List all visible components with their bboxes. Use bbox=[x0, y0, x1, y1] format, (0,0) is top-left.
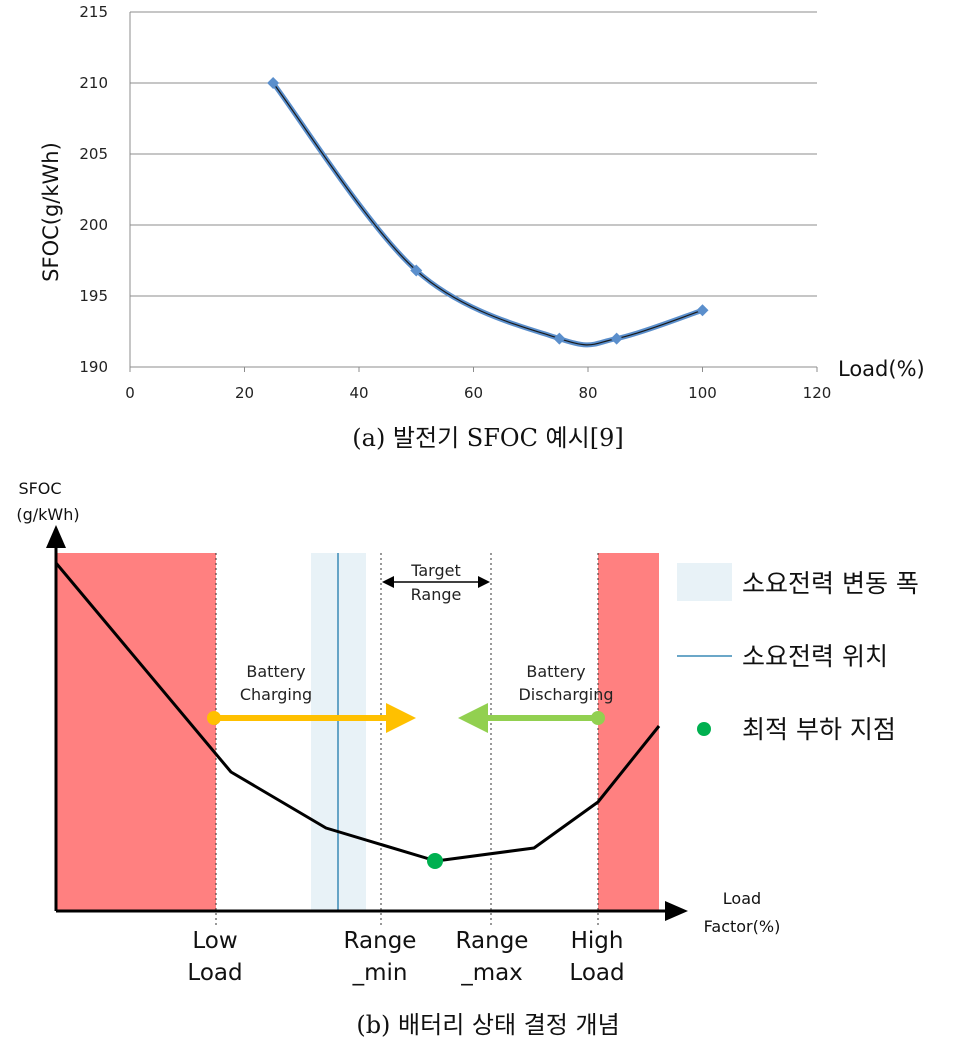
chart-a-series bbox=[267, 77, 709, 348]
chart-a-y-ticks: 190 195 200 205 210 215 bbox=[79, 3, 108, 376]
y-tick-label: 205 bbox=[79, 145, 108, 163]
range-min-label-line2: _min bbox=[352, 960, 408, 986]
x-tick-label: 80 bbox=[578, 384, 597, 402]
chart-b-y-label-line1: SFOC bbox=[18, 479, 61, 498]
chart-a-x-axis-label: Load(%) bbox=[838, 357, 925, 381]
low-load-label-line1: Low bbox=[192, 928, 237, 954]
target-range-label-line2: Range bbox=[411, 585, 462, 604]
chart-a-y-axis-label: SFOC(g/kWh) bbox=[39, 142, 63, 282]
charging-label-line1: Battery bbox=[246, 662, 305, 681]
chart-a-x-ticks: 0 20 40 60 80 100 120 bbox=[125, 367, 831, 402]
low-load-label-line2: Load bbox=[187, 960, 242, 986]
chart-a: 190 195 200 205 210 215 0 20 40 60 80 100 120 SFOC(… bbox=[39, 3, 925, 452]
data-point bbox=[410, 264, 423, 277]
chart-b-x-label-line2: Factor(%) bbox=[704, 917, 781, 936]
discharging-start-dot bbox=[591, 711, 605, 725]
legend-dot-swatch bbox=[697, 722, 711, 736]
chart-b: Target Range Battery Charging Battery Di… bbox=[16, 479, 919, 1039]
y-tick-label: 195 bbox=[79, 287, 108, 305]
series-line bbox=[270, 80, 705, 348]
y-tick-label: 215 bbox=[79, 3, 108, 21]
discharging-label-line2: Discharging bbox=[518, 685, 613, 704]
target-range-label-line1: Target bbox=[410, 561, 461, 580]
chart-a-gridlines bbox=[129, 11, 817, 368]
marker-dotted-lines bbox=[215, 553, 599, 928]
x-tick-label: 0 bbox=[125, 384, 135, 402]
chart-b-legend: 소요전력 변동 폭 소요전력 위치 최적 부하 지점 bbox=[677, 563, 919, 744]
x-axis-arrowhead bbox=[665, 901, 688, 921]
optimal-load-point bbox=[427, 853, 443, 869]
range-max-label-line1: Range bbox=[456, 928, 529, 954]
legend-band-swatch bbox=[677, 563, 732, 601]
trendline bbox=[272, 82, 703, 346]
discharging-label-line1: Battery bbox=[526, 662, 585, 681]
legend-dot-label: 최적 부하 지점 bbox=[742, 715, 896, 744]
x-tick-label: 60 bbox=[464, 384, 483, 402]
chart-b-x-label-line1: Load bbox=[723, 889, 761, 908]
range-min-label-line1: Range bbox=[344, 928, 417, 954]
charging-arrowhead bbox=[386, 703, 416, 733]
x-tick-label: 40 bbox=[349, 384, 368, 402]
y-tick-label: 200 bbox=[79, 216, 108, 234]
chart-a-caption: (a) 발전기 SFOC 예시[9] bbox=[352, 424, 623, 452]
y-axis-arrowhead bbox=[46, 525, 66, 548]
data-point bbox=[267, 77, 280, 89]
x-tick-label: 20 bbox=[235, 384, 254, 402]
y-tick-label: 210 bbox=[79, 74, 108, 92]
discharging-arrowhead bbox=[458, 703, 488, 733]
x-tick-label: 100 bbox=[688, 384, 717, 402]
data-point bbox=[696, 304, 709, 317]
charging-start-dot bbox=[207, 711, 221, 725]
legend-band-label: 소요전력 변동 폭 bbox=[742, 569, 919, 598]
chart-b-caption: (b) 배터리 상태 결정 개념 bbox=[356, 1011, 619, 1039]
chart-b-y-label-line2: (g/kWh) bbox=[16, 505, 79, 524]
x-tick-label: 120 bbox=[803, 384, 832, 402]
data-point bbox=[553, 332, 566, 345]
high-load-label-line1: High bbox=[571, 928, 624, 954]
y-tick-label: 190 bbox=[79, 358, 108, 376]
range-max-label-line2: _max bbox=[460, 960, 523, 986]
high-load-zone bbox=[598, 553, 659, 911]
legend-line-label: 소요전력 위치 bbox=[742, 642, 888, 671]
target-range-arrowhead-right bbox=[478, 576, 490, 588]
target-range-arrowhead-left bbox=[382, 576, 394, 588]
high-load-label-line2: Load bbox=[569, 960, 624, 986]
low-load-zone bbox=[56, 553, 216, 911]
charging-label-line2: Charging bbox=[240, 685, 312, 704]
data-point bbox=[610, 332, 623, 345]
